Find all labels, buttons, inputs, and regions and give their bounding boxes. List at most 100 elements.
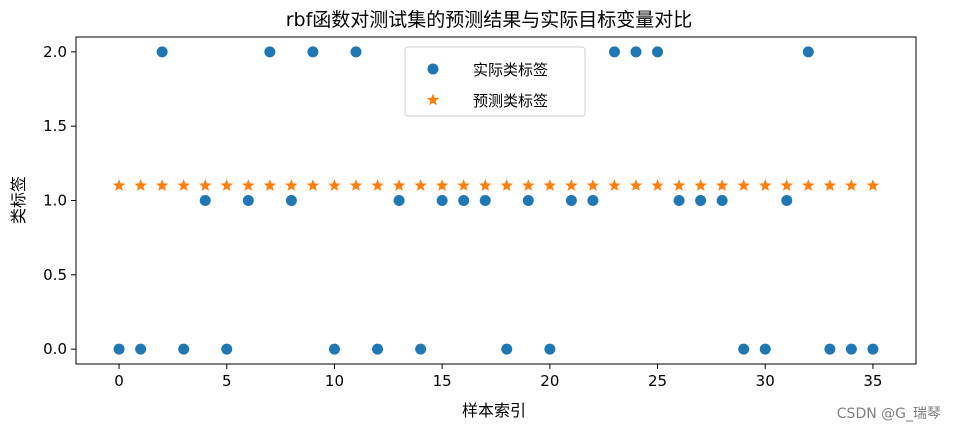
data-point (802, 179, 815, 191)
x-axis-ticks: 0 5 10 15 20 25 30 35 (114, 364, 882, 390)
data-point (672, 179, 686, 191)
data-point (544, 343, 556, 355)
data-point (824, 343, 836, 355)
data-point (435, 179, 449, 191)
data-point (113, 343, 125, 355)
data-point (522, 195, 534, 206)
legend-marker-predicted (426, 93, 440, 106)
data-point (845, 179, 858, 191)
data-point (134, 179, 147, 191)
legend-label-actual: 实际类标签 (473, 61, 548, 79)
data-point (177, 179, 190, 191)
data-point (457, 179, 470, 191)
data-point (781, 195, 793, 206)
data-point (199, 195, 211, 206)
y-tick-label: 0.5 (43, 266, 67, 284)
data-point (780, 179, 793, 191)
legend-circle-icon (427, 63, 439, 75)
data-point (543, 179, 557, 191)
plot-frame (75, 36, 917, 365)
data-point (759, 179, 772, 191)
data-point (716, 195, 728, 206)
y-tick-label: 0.0 (43, 340, 67, 358)
data-point (328, 179, 341, 191)
chart-title: rbf函数对测试集的预测结果与实际目标变量对比 (286, 9, 693, 31)
data-point (221, 343, 233, 355)
y-tick-label: 1.0 (43, 192, 67, 210)
x-axis-label: 样本索引 (462, 401, 526, 420)
data-point (178, 343, 190, 355)
data-point (501, 343, 513, 355)
data-point (263, 179, 277, 191)
series-actual (113, 46, 879, 355)
data-point (264, 46, 276, 58)
data-point (500, 179, 513, 191)
series-predicted (112, 179, 880, 191)
y-axis-ticks: 0.0 0.5 1.0 1.5 2.0 (43, 43, 76, 358)
data-point (156, 46, 168, 58)
data-point (673, 195, 685, 206)
data-point (392, 179, 406, 191)
data-point (651, 179, 664, 191)
data-point (802, 46, 814, 58)
legend: 实际类标签 预测类标签 (404, 46, 586, 117)
data-point (436, 195, 448, 206)
x-tick-label: 30 (756, 372, 775, 390)
y-tick-label: 1.5 (43, 117, 67, 135)
legend-star-icon (426, 93, 440, 106)
data-point (587, 195, 599, 206)
data-point (350, 46, 362, 58)
data-point (285, 195, 297, 206)
data-point (242, 179, 255, 191)
data-point (738, 343, 750, 355)
data-point (823, 179, 837, 191)
x-tick-label: 25 (648, 372, 667, 390)
data-point (652, 46, 664, 58)
data-point (458, 195, 470, 206)
data-point (155, 179, 169, 191)
y-axis-label: 类标签 (9, 176, 28, 224)
data-point (586, 179, 600, 191)
data-point (608, 46, 620, 58)
data-point (285, 179, 298, 191)
legend-marker-actual (427, 63, 439, 75)
data-point (328, 343, 340, 355)
y-tick-label: 2.0 (43, 43, 67, 61)
data-points (112, 46, 880, 355)
data-point (565, 179, 578, 191)
data-point (220, 179, 233, 191)
data-point (522, 179, 535, 191)
data-point (415, 343, 427, 355)
data-point (866, 179, 880, 191)
data-point (393, 195, 405, 206)
data-point (630, 46, 642, 58)
x-tick-label: 35 (863, 372, 882, 390)
data-point (112, 179, 126, 191)
data-point (845, 343, 857, 355)
x-tick-label: 15 (433, 372, 452, 390)
data-point (372, 343, 384, 355)
data-point (307, 46, 319, 58)
x-tick-label: 5 (222, 372, 232, 390)
x-tick-label: 10 (325, 372, 344, 390)
data-point (242, 195, 254, 206)
data-point (695, 195, 707, 206)
data-point (565, 195, 577, 206)
data-point (199, 179, 212, 191)
legend-label-predicted: 预测类标签 (473, 92, 548, 110)
data-point (371, 179, 384, 191)
data-point (694, 179, 707, 191)
data-point (135, 343, 147, 355)
legend-box (404, 46, 586, 117)
data-point (867, 343, 879, 355)
watermark: CSDN @G_瑞琴 (836, 406, 941, 422)
data-point (349, 179, 363, 191)
data-point (306, 179, 320, 191)
data-point (414, 179, 427, 191)
data-point (479, 195, 491, 206)
data-point (715, 179, 729, 191)
data-point (608, 179, 621, 191)
data-point (737, 179, 750, 191)
x-tick-label: 0 (114, 372, 124, 390)
